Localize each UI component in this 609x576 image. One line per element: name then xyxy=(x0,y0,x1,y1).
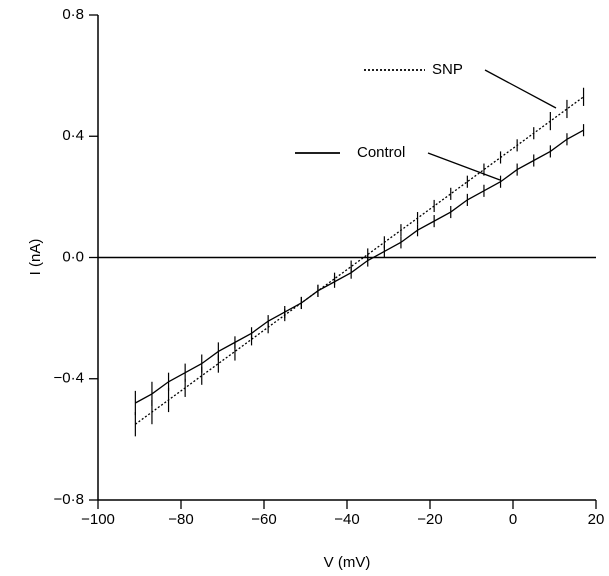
x-tick-label: 0 xyxy=(509,511,517,528)
y-tick-label: −0·8 xyxy=(54,491,84,508)
legend-label: Control xyxy=(357,144,405,161)
y-axis-label: I (nA) xyxy=(27,239,44,276)
x-tick-label: −40 xyxy=(334,511,359,528)
y-tick-label: 0·0 xyxy=(62,248,84,265)
series-line xyxy=(134,96,584,425)
y-tick-label: 0·8 xyxy=(62,6,84,23)
x-tick-label: −100 xyxy=(81,511,115,528)
leader-line xyxy=(484,69,557,109)
y-tick-label: −0·4 xyxy=(54,370,84,387)
x-axis-label: V (mV) xyxy=(324,554,371,571)
y-tick-label: 0·4 xyxy=(62,127,84,144)
legend-label: SNP xyxy=(432,61,463,78)
x-tick-label: −60 xyxy=(251,511,276,528)
leader-line xyxy=(427,152,501,181)
series-line xyxy=(135,129,584,404)
x-tick-label: −80 xyxy=(168,511,193,528)
x-tick-label: 20 xyxy=(588,511,605,528)
x-tick-label: −20 xyxy=(417,511,442,528)
